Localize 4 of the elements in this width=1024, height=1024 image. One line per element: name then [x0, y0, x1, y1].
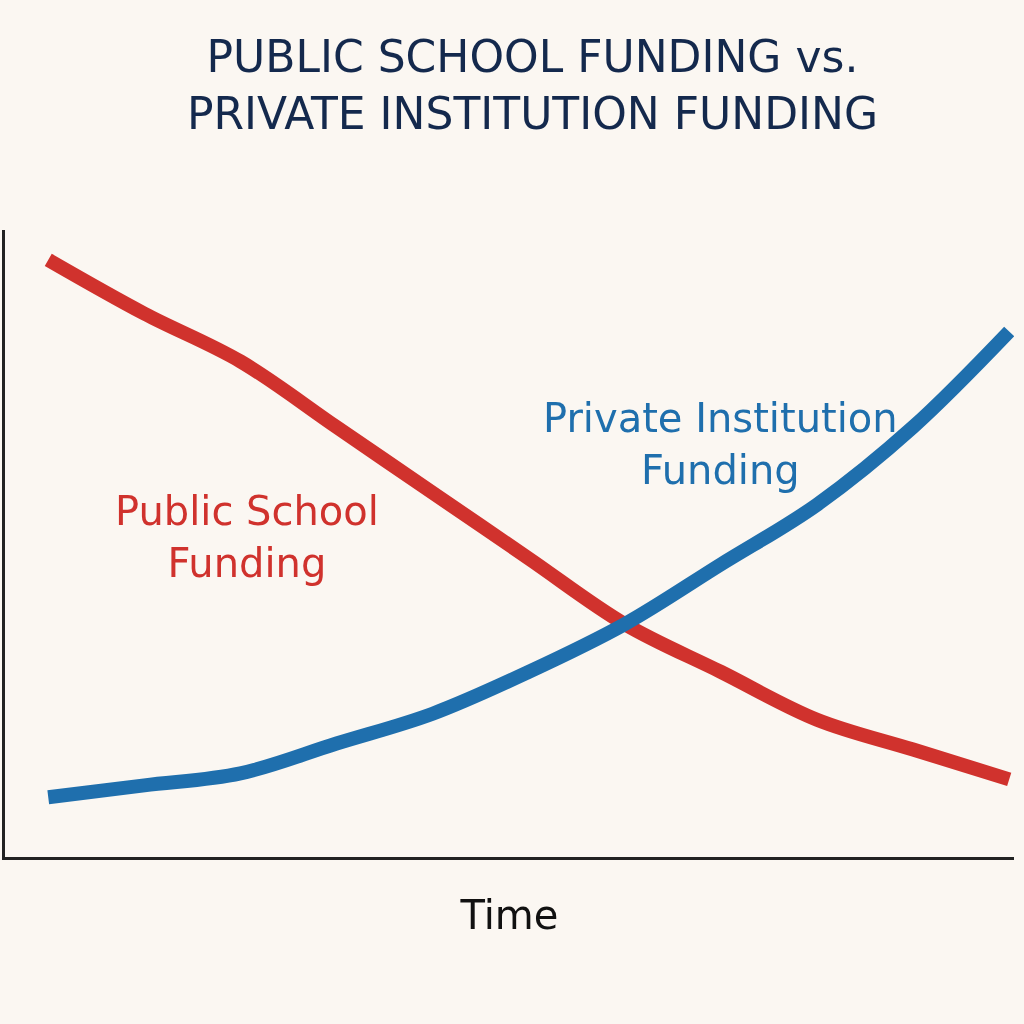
chart-title: PUBLIC SCHOOL FUNDING vs. PRIVATE INSTITUTION FUNDING — [186, 30, 879, 139]
series-label: Public School Funding — [115, 488, 379, 586]
x-axis-title: Time — [459, 891, 559, 938]
series-label: Private Institution Funding — [543, 395, 898, 493]
